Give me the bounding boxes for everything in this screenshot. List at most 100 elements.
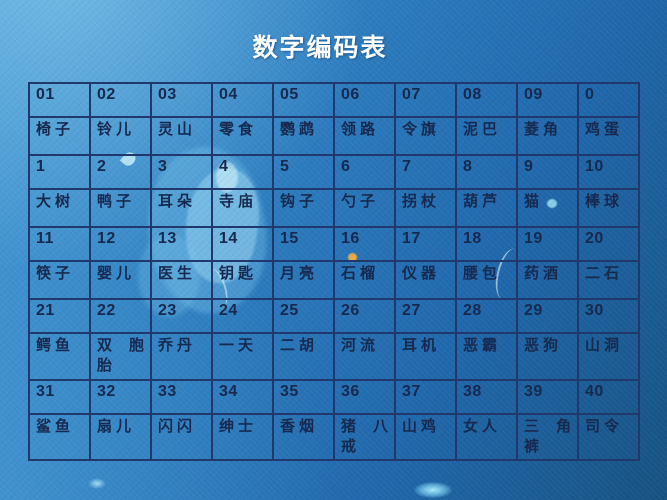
word-cell: 二胡 [272,332,335,381]
word-cell: 恶霸 [455,332,518,381]
code-cell: 08 [455,82,518,118]
word-cell: 令旗 [394,116,457,156]
code-cell: 14 [211,226,274,262]
word-cell: 闪闪 [150,412,213,461]
word-cell: 二石 [577,260,640,300]
code-cell: 01 [28,82,91,118]
word-cell: 葫芦 [455,188,518,228]
code-cell: 20 [577,226,640,262]
code-cell: 28 [455,298,518,334]
code-cell: 03 [150,82,213,118]
word-cell: 仪器 [394,260,457,300]
word-cell: 扇儿 [89,412,152,461]
table-row-word: 鳄鱼 双胞胎 乔丹 一天 二胡 河流 耳机 恶霸 恶狗 山洞 [28,332,640,381]
code-cell: 33 [150,378,213,415]
word-cell: 山洞 [577,332,640,381]
word-cell: 耳机 [394,332,457,381]
word-cell: 鳄鱼 [28,332,91,381]
table-row-code: 01 02 03 04 05 06 07 08 09 0 [28,82,640,118]
code-cell: 8 [455,154,518,190]
code-cell: 36 [333,378,396,415]
word-cell: 河流 [333,332,396,381]
word-cell: 恶狗 [516,332,579,381]
word-cell: 椅子 [28,116,91,156]
code-cell: 12 [89,226,152,262]
word-cell: 筷子 [28,260,91,300]
table-row-word: 大树 鸭子 耳朵 寺庙 钩子 勺子 拐杖 葫芦猫棒球 [28,188,640,228]
word-cell: 耳朵 [150,188,213,228]
code-cell: 32 [89,378,152,415]
word-cell: 钩子 [272,188,335,228]
code-cell: 27 [394,298,457,334]
code-cell: 37 [394,378,457,415]
table-row-code: 31 32 33 34 35 36 37 38 39 40 [28,378,640,415]
code-cell: 30 [577,298,640,334]
word-cell: 零食 [211,116,274,156]
word-cell: 婴儿 [89,260,152,300]
word-cell: 一天 [211,332,274,381]
code-cell: 38 [455,378,518,415]
code-cell: 0 [577,82,640,118]
code-cell: 34 [211,378,274,415]
code-cell: 15 [272,226,335,262]
number-code-table-body: 01 02 03 04 05 06 07 08 09 0 椅子 铃儿 灵山 零食 鹦鹉 领路 令旗 泥巴 菱角 鸡蛋 1… [28,82,640,461]
word-cell: 钥匙 [211,260,274,300]
word-cell: 医生 [150,260,213,300]
code-cell: 1 [28,154,91,190]
word-cell: 双胞胎 [89,332,152,381]
word-cell: 女人 [455,412,518,461]
code-cell: 3 [150,154,213,190]
code-cell: 17 [394,226,457,262]
code-cell: 21 [28,298,91,334]
code-cell: 09 [516,82,579,118]
word-cell: 菱角 [516,116,579,156]
word-cell: 泥巴 [455,116,518,156]
code-cell: 9 [516,154,579,190]
word-cell: 三角裤 [516,412,579,461]
word-cell: 领路 [333,116,396,156]
table-row-code: 1 2 3 4 5 6 7 8 9 10 [28,154,640,190]
word-cell: 鸡蛋 [577,116,640,156]
word-cell: 猪八戒 [333,412,396,461]
word-cell: 拐杖 [394,188,457,228]
word-cell: 石榴 [333,260,396,300]
code-cell: 13 [150,226,213,262]
word-cell: 鲨鱼 [28,412,91,461]
code-cell: 06 [333,82,396,118]
code-cell: 23 [150,298,213,334]
word-cell: 月亮 [272,260,335,300]
word-cell: 绅士 [211,412,274,461]
word-cell: 药酒 [516,260,579,300]
code-cell: 40 [577,378,640,415]
word-cell: 香烟 [272,412,335,461]
code-cell: 24 [211,298,274,334]
code-cell: 5 [272,154,335,190]
code-cell: 25 [272,298,335,334]
word-cell: 寺庙 [211,188,274,228]
word-cell: 勺子 [333,188,396,228]
table-row-word: 筷子 婴儿 医生 钥匙 月亮 石榴 仪器 腰包 药酒 二石 [28,260,640,300]
decor-glow [88,478,106,489]
code-cell: 31 [28,378,91,415]
decor-glow [414,482,452,498]
code-cell: 7 [394,154,457,190]
table-row-word: 鲨鱼 扇儿 闪闪 绅士 香烟 猪八戒 山鸡 女人 三角裤 司令 [28,412,640,461]
word-cell: 鸭子 [89,188,152,228]
code-cell: 39 [516,378,579,415]
code-cell: 05 [272,82,335,118]
code-cell: 07 [394,82,457,118]
word-cell: 棒球 [577,188,640,228]
code-cell: 26 [333,298,396,334]
word-cell: 铃儿 [89,116,152,156]
word-cell: 腰包 [455,260,518,300]
code-cell: 29 [516,298,579,334]
word-cell: 大树 [28,188,91,228]
code-cell: 04 [211,82,274,118]
word-cell: 灵山 [150,116,213,156]
code-cell: 22 [89,298,152,334]
code-cell: 2 [89,154,152,190]
table-row-code: 11 12 13 14 15 16 17 18 19 20 [28,226,640,262]
page-title: 数字编码表 [252,34,388,62]
code-cell: 10 [577,154,640,190]
